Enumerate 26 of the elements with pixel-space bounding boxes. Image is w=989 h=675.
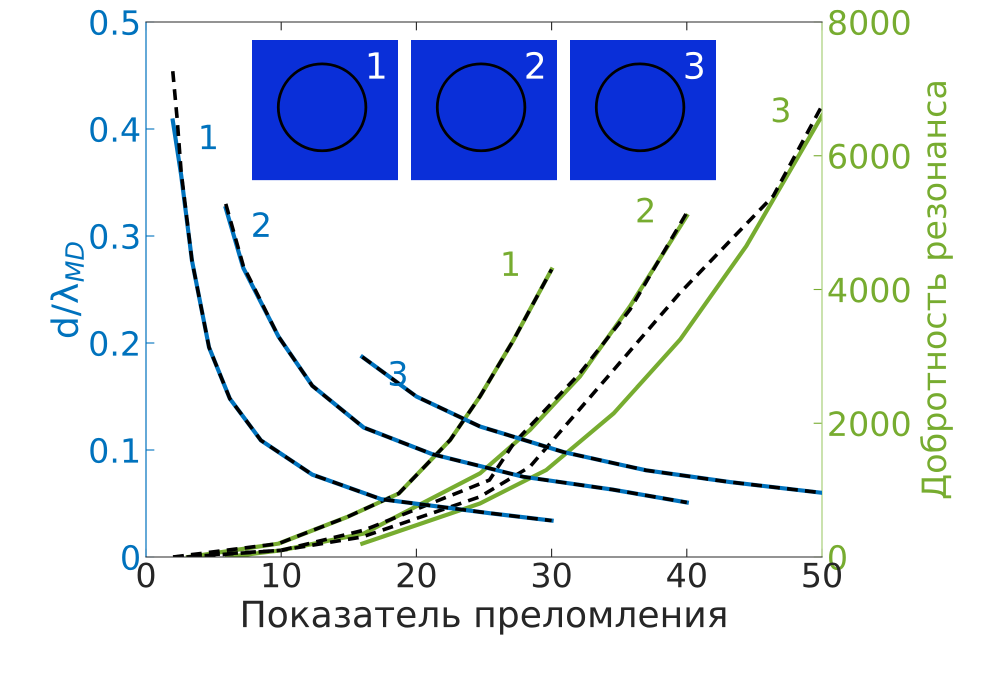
x-tick-label: 20	[398, 562, 436, 588]
annotation: 2	[526, 52, 544, 79]
y-tick-label: 0.2	[90, 330, 138, 356]
y2-tick-label: 4000	[828, 277, 910, 303]
x-axis-title: Показатель преломления	[243, 600, 726, 635]
y2-axis-title: Добротность резонанса	[920, 82, 953, 498]
series-label: 2	[253, 212, 269, 237]
y-tick-label: 0.4	[90, 116, 140, 142]
y-tick-label: 0.5	[90, 10, 138, 36]
annotation: 3	[686, 52, 703, 80]
series-label: 1	[201, 124, 216, 150]
series-label: 3	[772, 97, 789, 123]
y-axis-title: d/λ$_{MD}$	[50, 242, 84, 338]
y2-tick-label: 6000	[829, 144, 910, 169]
annotation: 1	[368, 52, 384, 79]
x-tick-label: 30	[532, 562, 571, 588]
y2-tick-label: 2000	[829, 411, 910, 436]
y-tick-label: 0.3	[90, 224, 138, 250]
y2-tick-label: 8000	[829, 10, 910, 36]
x-tick-label: 10	[264, 562, 300, 588]
series-label: 2	[637, 198, 653, 222]
x-tick-label: 40	[667, 562, 706, 588]
y-tick-label: 0.1	[90, 438, 138, 464]
series-label: 3	[390, 360, 406, 386]
series-label: 1	[504, 252, 518, 276]
y-tick-label: 0	[122, 544, 139, 570]
